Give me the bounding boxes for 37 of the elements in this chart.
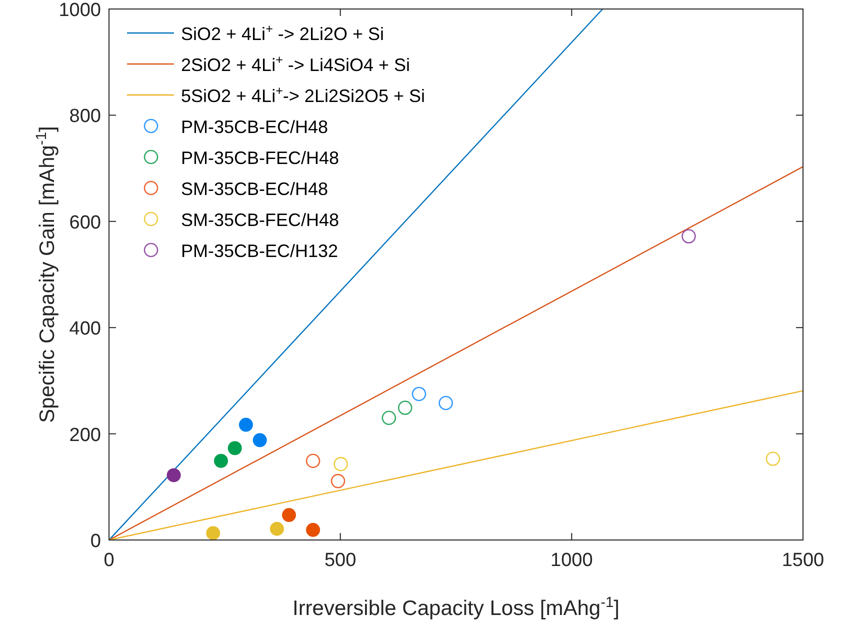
point bbox=[438, 396, 453, 410]
point bbox=[238, 418, 253, 432]
point bbox=[330, 474, 346, 488]
point bbox=[412, 386, 426, 402]
point bbox=[682, 229, 696, 244]
point bbox=[252, 433, 267, 448]
point bbox=[228, 441, 242, 456]
point bbox=[206, 526, 220, 540]
x-tick-label: 1500 bbox=[782, 550, 824, 571]
legend-label: SiO2 + 4Li$^{+}$ -> 2Li2O + Si bbox=[181, 22, 384, 44]
legend-label: PM-35CB-EC/H48 bbox=[181, 117, 328, 137]
legend-label: SM-35CB-FEC/H48 bbox=[181, 210, 340, 230]
y-tick-label: 1000 bbox=[58, 0, 101, 21]
x-tick-label: 500 bbox=[324, 550, 356, 571]
point bbox=[166, 468, 181, 482]
legend-label: 2SiO2 + 4Li$^{+}$ -> Li4SiO4 + Si bbox=[181, 53, 410, 75]
y-tick-label: 400 bbox=[69, 318, 101, 340]
x-axis-title: Irreversible Capacity Loss [mAhg$^{-1}$] bbox=[292, 595, 620, 620]
point bbox=[270, 522, 284, 536]
y-tick-label: 0 bbox=[90, 531, 101, 552]
x-tick-label: 0 bbox=[104, 550, 114, 571]
point bbox=[214, 454, 228, 468]
x-tick-label: 1000 bbox=[550, 550, 593, 571]
point bbox=[382, 410, 396, 426]
point bbox=[306, 454, 320, 468]
legend-label: 5SiO2 + 4Li$^{+}$-> 2Li2Si2O5 + Si bbox=[181, 84, 426, 106]
legend-label: PM-35CB-FEC/H48 bbox=[181, 148, 340, 168]
y-tick-label: 600 bbox=[69, 212, 101, 234]
legend-label: SM-35CB-EC/H48 bbox=[181, 179, 328, 199]
point bbox=[306, 522, 320, 537]
point bbox=[398, 400, 412, 415]
point bbox=[766, 452, 780, 466]
y-tick-label: 200 bbox=[69, 424, 101, 446]
point bbox=[334, 456, 348, 472]
point bbox=[282, 508, 296, 522]
y-tick-label: 800 bbox=[69, 106, 101, 128]
legend-label: PM-35CB-EC/H132 bbox=[181, 241, 338, 261]
